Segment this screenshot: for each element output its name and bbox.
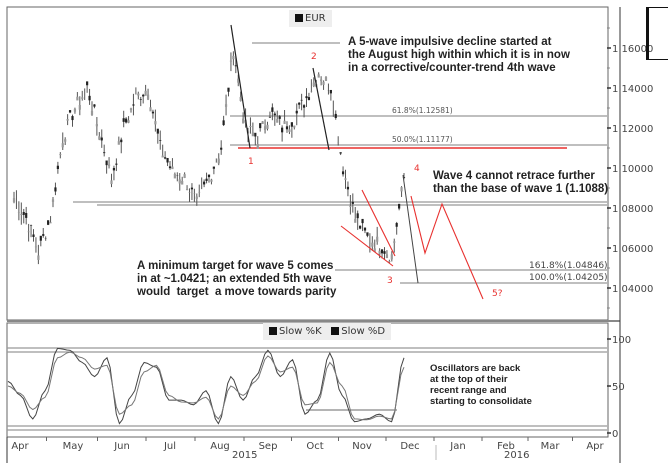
wave-label-5: 5? <box>492 289 503 299</box>
osc-tick-label: 0 <box>612 429 618 440</box>
x-tick-label: Dec <box>400 441 419 452</box>
fib-618-label: 61.8%(1.12581) <box>392 106 453 115</box>
wave-projection <box>340 189 484 300</box>
y-tick-label: 1.06000 <box>612 244 653 255</box>
x-tick-label: Feb <box>497 441 515 452</box>
wave-line-1 <box>230 24 251 149</box>
x-tick-label: Jan <box>449 441 465 452</box>
year-label-2016: 2016 <box>504 450 530 461</box>
side-panel-edge <box>646 7 668 60</box>
oscillator-bounds <box>7 347 607 431</box>
x-tick-label: Apr <box>11 441 29 452</box>
wave-line-2 <box>312 67 330 151</box>
oscillator-y-axis: 100 50 0 <box>607 335 631 440</box>
x-tick-label: Oct <box>306 441 323 452</box>
x-tick-label: Mar <box>541 441 561 452</box>
eur-legend-label: EUR <box>305 13 326 24</box>
price-series <box>12 51 406 265</box>
x-tick-label: Jun <box>113 441 130 452</box>
price-legend: EUR <box>289 10 332 27</box>
y-tick-label: 1.12000 <box>612 124 653 135</box>
annotation-top: A 5-wave impulsive decline started at th… <box>348 36 570 74</box>
fib-1000-label: 100.0%(1.04205) <box>529 273 608 283</box>
x-tick-label: Sep <box>259 441 278 452</box>
wave-label-2: 2 <box>311 52 317 62</box>
x-tick-label: Apr <box>586 441 604 452</box>
wave-label-1: 1 <box>248 157 254 167</box>
slow-k-swatch <box>269 327 277 335</box>
x-tick-label: Nov <box>352 441 372 452</box>
annotation-wave4: Wave 4 cannot retrace further than the b… <box>433 170 609 195</box>
eur-legend-swatch <box>295 14 303 22</box>
wave-line-3 <box>402 174 419 284</box>
y-tick-label: 1.04000 <box>612 284 653 295</box>
oscillator-panel-frame <box>6 322 609 438</box>
y-tick-label: 1.08000 <box>612 204 653 215</box>
slow-d-legend-label: Slow %D <box>341 326 386 337</box>
wedge-lower <box>340 225 394 267</box>
slow-d-swatch <box>331 327 340 335</box>
osc-tick-label: 50 <box>612 382 625 393</box>
wave-label-3: 3 <box>387 276 393 286</box>
x-tick-label: Jul <box>163 441 176 452</box>
fib-500-label: 50.0%(1.11177) <box>392 135 453 144</box>
x-tick-label: Aug <box>210 441 230 452</box>
wedge-upper <box>361 189 396 257</box>
annotation-target: A minimum target for wave 5 comes in at … <box>137 260 337 298</box>
annotation-oscillators: Oscillators are back at the top of their… <box>430 363 532 407</box>
y-tick-label: 1.14000 <box>612 84 653 95</box>
main-y-axis: 1.16000 1.14000 1.12000 1.10000 1.08000 1.060… <box>607 27 653 309</box>
slow-k-legend-label: Slow %K <box>279 326 322 337</box>
projected-path <box>410 195 484 300</box>
fib-1618-label: 161.8%(1.04846) <box>529 261 608 271</box>
y-tick-label: 1.10000 <box>612 164 653 175</box>
reference-lines <box>73 42 607 284</box>
y-tick-label: 1.16000 <box>612 44 653 55</box>
wave-label-4: 4 <box>414 164 420 174</box>
x-tick-label: May <box>63 441 84 452</box>
oscillator-legend: Slow %K Slow %D <box>263 323 392 340</box>
osc-tick-label: 100 <box>612 335 631 346</box>
year-label-2015: 2015 <box>232 450 258 461</box>
x-axis: Apr May Jun Jul Aug Sep Oct Nov Dec Jan Feb Mar Apr <box>11 437 605 452</box>
slow-d-line <box>7 351 405 421</box>
